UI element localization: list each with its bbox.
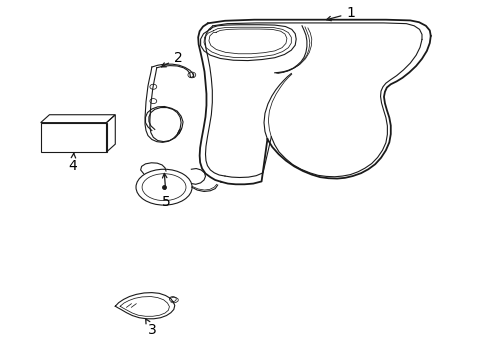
Bar	[41, 123, 106, 152]
Text: 2: 2	[161, 51, 182, 67]
Text: 5: 5	[162, 174, 170, 208]
Text: 4: 4	[68, 153, 77, 174]
Text: 3: 3	[145, 319, 156, 337]
Text: 1: 1	[326, 6, 354, 21]
